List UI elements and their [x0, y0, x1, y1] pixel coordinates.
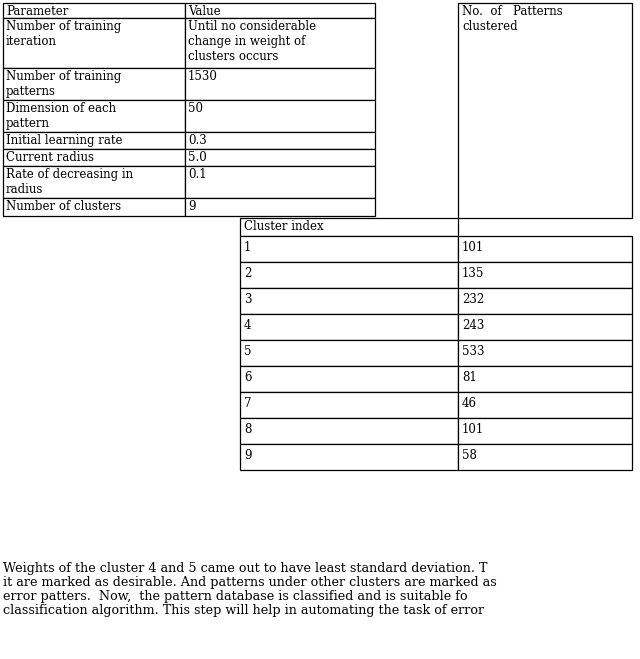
Text: 3: 3 [244, 293, 252, 306]
Bar [240, 444, 458, 470]
Text: 50: 50 [188, 102, 203, 115]
Text: Number of training
patterns: Number of training patterns [6, 70, 121, 98]
Text: 58: 58 [462, 449, 477, 462]
Text: 4: 4 [244, 319, 252, 332]
Text: 243: 243 [462, 319, 484, 332]
Bar [185, 198, 375, 216]
Text: 232: 232 [462, 293, 484, 306]
Bar [3, 3, 185, 18]
Text: 1530: 1530 [188, 70, 218, 83]
Bar [458, 288, 632, 314]
Text: 0.1: 0.1 [188, 168, 207, 181]
Bar [240, 236, 458, 262]
Bar [458, 262, 632, 288]
Bar [458, 236, 632, 262]
Text: Rate of decreasing in
radius: Rate of decreasing in radius [6, 168, 133, 196]
Text: 9: 9 [188, 200, 195, 213]
Text: Initial learning rate: Initial learning rate [6, 134, 122, 147]
Bar [240, 218, 458, 236]
Text: 5.0: 5.0 [188, 151, 207, 164]
Bar [240, 262, 458, 288]
Bar [185, 100, 375, 132]
Bar [240, 392, 458, 418]
Bar [3, 68, 185, 100]
Text: Number of training
iteration: Number of training iteration [6, 20, 121, 48]
Text: 9: 9 [244, 449, 252, 462]
Text: Cluster index: Cluster index [244, 220, 324, 233]
Bar [3, 166, 185, 198]
Bar [458, 366, 632, 392]
Bar [185, 18, 375, 68]
Bar [3, 18, 185, 68]
Text: Weights of the cluster 4 and 5 came out to have least standard deviation. T: Weights of the cluster 4 and 5 came out … [3, 562, 488, 575]
Text: Value: Value [188, 5, 221, 18]
Text: Parameter: Parameter [6, 5, 68, 18]
Text: 101: 101 [462, 423, 484, 436]
Text: 135: 135 [462, 267, 484, 280]
Bar [185, 132, 375, 149]
Text: it are marked as desirable. And patterns under other clusters are marked as: it are marked as desirable. And patterns… [3, 576, 497, 589]
Text: 101: 101 [462, 241, 484, 254]
Bar [458, 314, 632, 340]
Text: 8: 8 [244, 423, 252, 436]
Text: Until no considerable
change in weight of
clusters occurs: Until no considerable change in weight o… [188, 20, 316, 63]
Bar [3, 198, 185, 216]
Text: 46: 46 [462, 397, 477, 410]
Text: error patters.  Now,  the pattern database is classified and is suitable fo: error patters. Now, the pattern database… [3, 590, 468, 603]
Bar [458, 3, 632, 218]
Bar [3, 149, 185, 166]
Text: 5: 5 [244, 345, 252, 358]
Text: 7: 7 [244, 397, 252, 410]
Bar [3, 100, 185, 132]
Bar [240, 314, 458, 340]
Bar [458, 418, 632, 444]
Bar [185, 68, 375, 100]
Bar [458, 392, 632, 418]
Bar [185, 166, 375, 198]
Bar [240, 366, 458, 392]
Text: 6: 6 [244, 371, 252, 384]
Text: 1: 1 [244, 241, 252, 254]
Bar [3, 132, 185, 149]
Text: classification algorithm. This step will help in automating the task of error: classification algorithm. This step will… [3, 604, 484, 617]
Bar [240, 340, 458, 366]
Text: 2: 2 [244, 267, 252, 280]
Text: No.  of   Patterns
clustered: No. of Patterns clustered [462, 5, 563, 33]
Bar [185, 3, 375, 18]
Text: Number of clusters: Number of clusters [6, 200, 121, 213]
Bar [240, 288, 458, 314]
Bar [458, 444, 632, 470]
Text: 533: 533 [462, 345, 484, 358]
Text: Dimension of each
pattern: Dimension of each pattern [6, 102, 116, 130]
Bar [185, 149, 375, 166]
Text: 0.3: 0.3 [188, 134, 207, 147]
Text: Current radius: Current radius [6, 151, 94, 164]
Text: 81: 81 [462, 371, 477, 384]
Bar [240, 418, 458, 444]
Bar [458, 340, 632, 366]
